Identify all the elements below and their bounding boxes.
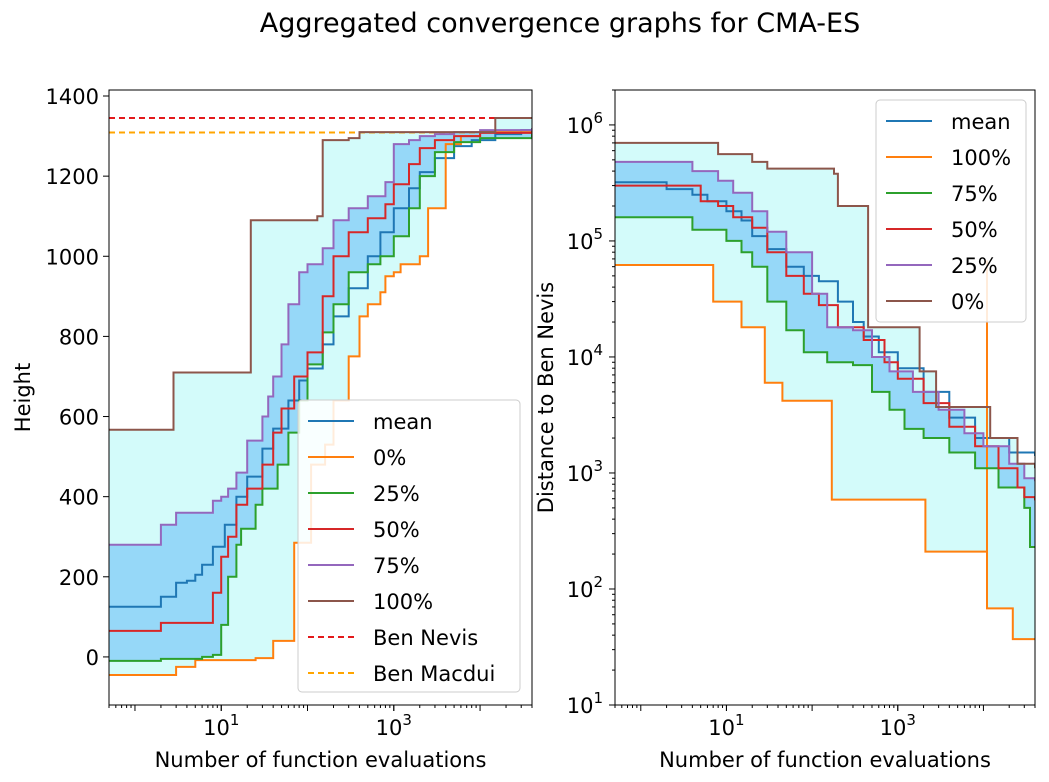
axes-frame xyxy=(614,89,1036,706)
legend-label: 0% xyxy=(951,290,984,314)
y-tick-label: 102 xyxy=(567,573,603,602)
series-line-mean xyxy=(615,181,1035,456)
legend-label: 25% xyxy=(373,482,420,506)
height-chart-panel: 101 103 0 200 400 600 800 1000 1200 1400 Number of… xyxy=(11,85,533,772)
y-axis-label: Height xyxy=(11,363,35,432)
x-tick-label: 101 xyxy=(203,711,239,740)
distance-chart-panel: 101 103 101 102 103 104 105 106 Number of functi… xyxy=(534,89,1036,772)
series-line-100pct xyxy=(109,117,532,431)
quantile-band-1 xyxy=(109,128,532,661)
plot-area xyxy=(615,141,1035,641)
series-line-0pct xyxy=(615,141,1035,469)
y-tick-label: 104 xyxy=(567,341,603,370)
y-tick-label: 106 xyxy=(567,109,603,138)
legend-label: 0% xyxy=(373,446,406,470)
quantile-band-1 xyxy=(615,161,1035,547)
quantile-band-0 xyxy=(615,142,1035,640)
y-tick-label: 800 xyxy=(59,325,99,349)
series-line-75pct xyxy=(109,128,532,546)
legend-label: Ben Macdui xyxy=(373,662,495,686)
x-tick-label: 103 xyxy=(880,711,916,740)
x-axis-label: Number of function evaluations xyxy=(659,748,991,772)
y-tick-label: 1000 xyxy=(46,245,99,269)
y-tick-label: 600 xyxy=(59,406,99,430)
axes-frame xyxy=(108,89,533,706)
legend-box xyxy=(297,399,521,693)
legend-label: 75% xyxy=(951,182,998,206)
series-line-0pct xyxy=(109,130,532,676)
y-tick-label: 1400 xyxy=(46,85,99,109)
legend: mean 100% 75% 50% 25% 0% xyxy=(875,99,1027,323)
legend-label: 100% xyxy=(373,590,433,614)
x-tick-label: 101 xyxy=(708,711,744,740)
x-tick-label: 103 xyxy=(376,711,412,740)
legend-label: 100% xyxy=(951,146,1011,170)
legend-box xyxy=(875,99,1027,323)
legend-label: mean xyxy=(951,110,1011,134)
figure-title: Aggregated convergence graphs for CMA-ES xyxy=(260,8,860,39)
legend-label: Ben Nevis xyxy=(373,626,478,650)
y-axis-label: Distance to Ben Nevis xyxy=(534,282,558,513)
legend-label: 50% xyxy=(951,218,998,242)
y-tick-label: 200 xyxy=(59,566,99,590)
legend-label: 25% xyxy=(951,254,998,278)
legend-label: 75% xyxy=(373,554,420,578)
y-tick-label: 105 xyxy=(567,225,603,254)
y-tick-label: 0 xyxy=(86,646,99,670)
x-axis-label: Number of function evaluations xyxy=(155,748,487,772)
y-tick-label: 1200 xyxy=(46,165,99,189)
y-tick-label: 400 xyxy=(59,486,99,510)
y-tick-label: 101 xyxy=(567,689,603,718)
series-line-50pct xyxy=(109,131,532,632)
y-tick-label: 103 xyxy=(567,457,603,486)
series-line-100pct xyxy=(615,260,1035,641)
legend: mean 0% 25% 50% 75% 100% Ben Nevis Ben Macdui xyxy=(297,399,521,693)
legend-label: mean xyxy=(373,410,433,434)
series-line-25pct xyxy=(615,160,1035,482)
series-line-75pct xyxy=(615,216,1035,548)
legend-label: 50% xyxy=(373,518,420,542)
